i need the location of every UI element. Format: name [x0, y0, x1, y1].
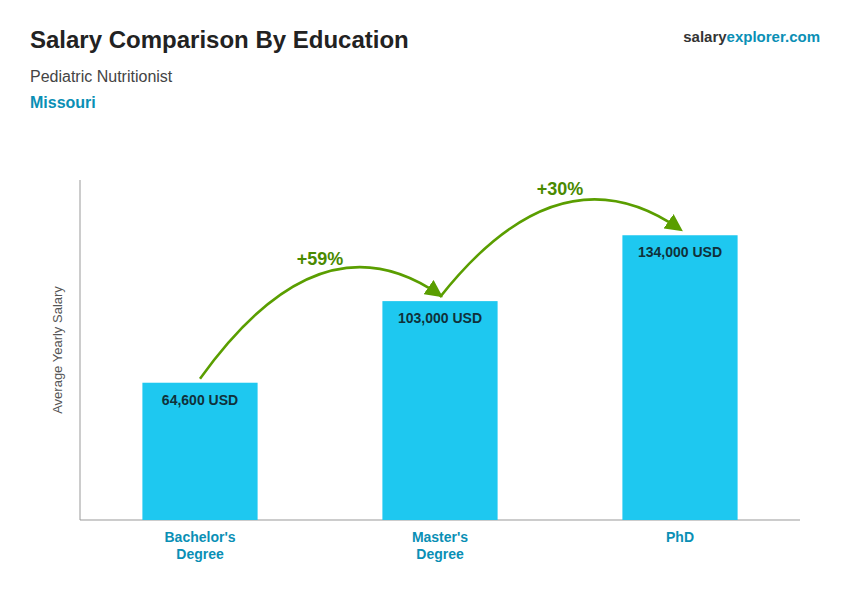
bars — [142, 235, 737, 520]
data-label: 103,000 USD — [398, 310, 482, 326]
brand-part: .com — [785, 28, 820, 45]
brand: salaryexplorer.com — [683, 28, 820, 45]
y-axis-line — [80, 180, 81, 520]
data-label: 64,600 USD — [162, 392, 238, 408]
category-label: PhD — [666, 529, 694, 545]
data-label: 134,000 USD — [638, 244, 722, 260]
category-label-line: Master's — [412, 529, 468, 545]
chart: Salary Comparison By Education Pediatric … — [0, 0, 850, 606]
category-label-line: PhD — [666, 529, 694, 545]
category-label: Bachelor'sDegree — [164, 529, 235, 562]
bar — [382, 301, 497, 520]
category-label-line: Degree — [176, 546, 224, 562]
location: Missouri — [30, 94, 96, 111]
subtitle: Pediatric Nutritionist — [30, 68, 173, 85]
change-arrow — [440, 199, 680, 297]
category-label-line: Bachelor's — [164, 529, 235, 545]
title: Salary Comparison By Education — [30, 26, 409, 53]
change-label: +30% — [537, 179, 584, 199]
bar — [622, 235, 737, 520]
chart-container: Salary Comparison By Education Pediatric … — [0, 0, 850, 606]
category-label: Master'sDegree — [412, 529, 468, 562]
change-arrow — [200, 267, 440, 379]
category-label-line: Degree — [416, 546, 464, 562]
y-axis-label: Average Yearly Salary — [50, 286, 65, 414]
change-label: +59% — [297, 249, 344, 269]
bar — [142, 383, 257, 520]
brand-part: explorer — [727, 28, 786, 45]
brand-part: salary — [683, 28, 727, 45]
